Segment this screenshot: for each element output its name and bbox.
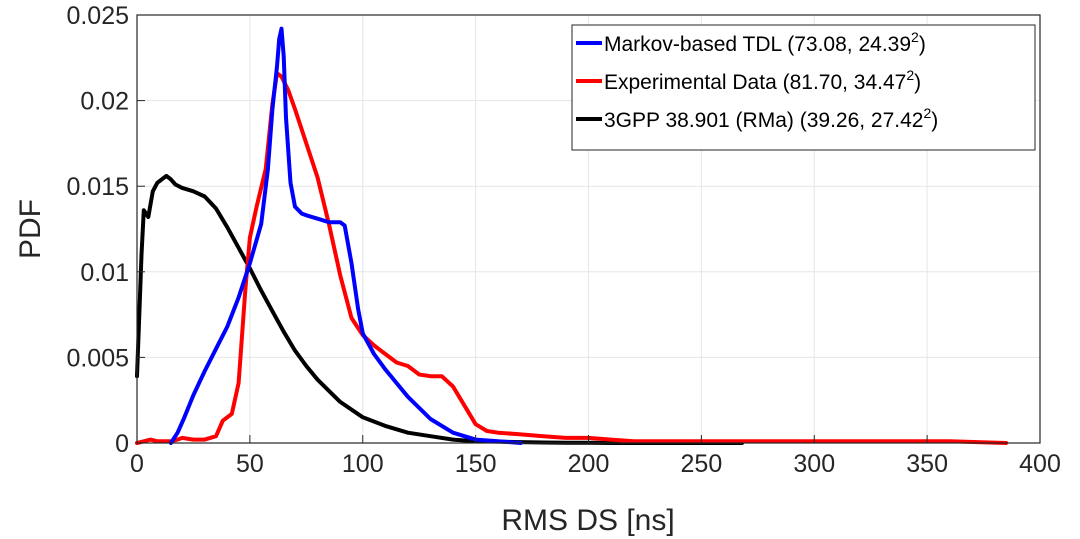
legend-stats-superscript: 2 (906, 67, 914, 83)
legend-stats-superscript: 2 (911, 29, 919, 45)
legend-series-stats: (39.26, 27.42 (800, 109, 924, 132)
x-tick-label: 0 (130, 450, 144, 478)
legend-series-name: 3GPP 38.901 (RMa) (604, 109, 794, 132)
legend-box (571, 24, 1036, 151)
x-tick-label: 200 (568, 450, 610, 478)
legend: Markov-based TDL (73.08, 24.392)Experime… (571, 24, 1036, 151)
y-tick-label: 0.015 (66, 173, 129, 201)
x-tick-label: 350 (906, 450, 948, 478)
y-tick-label: 0.025 (66, 2, 129, 30)
y-tick-label: 0.005 (66, 344, 129, 372)
legend-series-stats: (81.70, 34.47 (783, 71, 907, 94)
x-tick-label: 100 (342, 450, 384, 478)
legend-entry-experimental-data: Experimental Data (81.70, 34.472) (604, 67, 921, 94)
y-axis-title: PDF (14, 199, 47, 259)
legend-stats-close: ) (914, 71, 921, 94)
legend-series-name: Markov-based TDL (604, 33, 782, 56)
legend-series-name: Experimental Data (604, 71, 777, 94)
x-tick-label: 150 (455, 450, 497, 478)
series-line-markov-based-tdl (168, 26, 523, 445)
legend-stats-close: ) (919, 33, 926, 56)
ticks: 0 50 100 150 200 250 300 350 400 0 0.005 0.01 0.015 0… (66, 2, 1060, 478)
y-tick-label: 0 (115, 430, 129, 458)
legend-entry-3gpp-38-901-rma: 3GPP 38.901 (RMa) (39.26, 27.422) (604, 105, 938, 132)
series-line-experimental-data (135, 71, 1009, 445)
x-tick-label: 250 (681, 450, 723, 478)
x-axis-title: RMS DS [ns] (501, 504, 674, 537)
legend-series-stats: (73.08, 24.39 (787, 33, 911, 56)
legend-stats-close: ) (931, 109, 938, 132)
x-tick-label: 50 (236, 450, 264, 478)
x-tick-label: 300 (793, 450, 835, 478)
y-tick-label: 0.01 (80, 259, 129, 287)
x-tick-label: 400 (1019, 450, 1061, 478)
y-tick-label: 0.02 (80, 88, 129, 116)
legend-stats-superscript: 2 (923, 105, 931, 121)
legend-entry-markov-based-tdl: Markov-based TDL (73.08, 24.392) (604, 29, 926, 56)
